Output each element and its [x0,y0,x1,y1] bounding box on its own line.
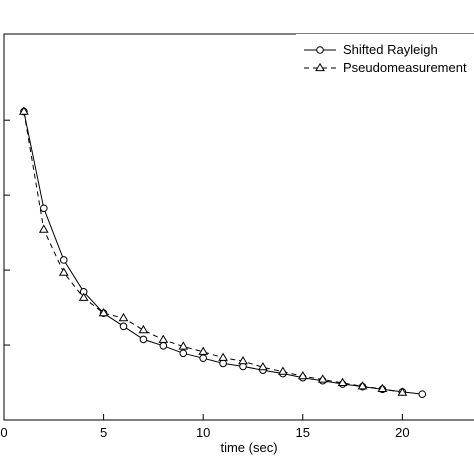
x-tick-label-1: 5 [100,425,107,440]
point-shifted-rayleigh-10 [219,359,227,368]
series-line-shifted-rayleigh [23,111,423,395]
x-tick-label-3: 15 [296,425,310,440]
series-line-pseudomeasurement [23,111,403,394]
point-pseudomeasurement-7 [158,334,169,343]
point-pseudomeasurement-19 [397,387,408,396]
point-pseudomeasurement-9 [198,346,209,355]
point-shifted-rayleigh-7 [159,341,168,350]
point-pseudomeasurement-14 [297,371,308,380]
plot-frame [3,33,474,421]
x-axis-ticks: 0 5 10 15 20 [0,414,410,440]
point-pseudomeasurement-13 [278,366,288,375]
legend: Shifted Rayleigh Pseudomeasurement [296,34,474,78]
point-pseudomeasurement-3 [78,292,89,301]
point-pseudomeasurement-17 [357,381,368,390]
series-layer [19,106,427,398]
point-shifted-rayleigh-6 [139,335,148,344]
point-pseudomeasurement-4 [98,308,109,317]
point-pseudomeasurement-10 [218,352,228,361]
point-pseudomeasurement-0 [19,106,29,115]
legend-box [296,34,474,78]
x-tick-label-4: 20 [395,425,409,440]
point-shifted-rayleigh-1 [40,204,48,213]
x-tick-label-2: 10 [196,425,210,440]
point-shifted-rayleigh-5 [119,322,128,331]
x-tick-label-0: 0 [0,425,7,440]
point-shifted-rayleigh-2 [59,256,68,264]
point-pseudomeasurement-6 [138,324,149,334]
point-pseudomeasurement-16 [337,377,348,386]
point-shifted-rayleigh-20 [418,390,427,398]
x-axis-title: time (sec) [220,440,277,455]
point-pseudomeasurement-11 [238,356,248,365]
legend-label-pseudomeasurement: Pseudomeasurement [343,60,467,75]
point-pseudomeasurement-1 [38,224,49,233]
legend-label-shifted-rayleigh: Shifted Rayleigh [343,42,438,57]
point-pseudomeasurement-15 [317,374,328,383]
point-shifted-rayleigh-8 [179,349,188,358]
legend-entry-shifted-rayleigh: Shifted Rayleigh [304,42,438,57]
point-pseudomeasurement-12 [258,362,268,371]
legend-marker-pseudomeasurement [315,62,325,72]
point-pseudomeasurement-18 [377,383,388,392]
legend-marker-shifted-rayleigh [316,46,324,54]
point-pseudomeasurement-8 [178,341,189,350]
legend-entry-pseudomeasurement: Pseudomeasurement [304,60,467,75]
point-pseudomeasurement-2 [58,267,69,276]
y-axis-ticks [4,119,10,346]
point-shifted-rayleigh-9 [199,354,207,362]
point-pseudomeasurement-5 [118,312,129,322]
